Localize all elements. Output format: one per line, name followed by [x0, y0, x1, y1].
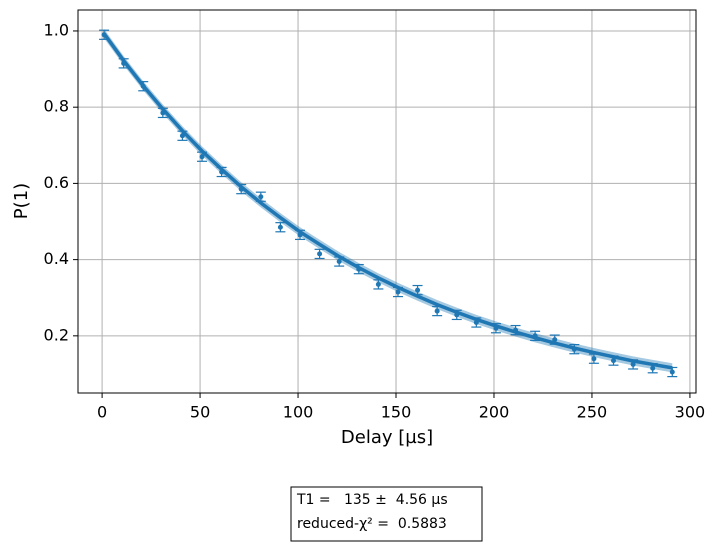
data-point — [454, 312, 460, 318]
data-point — [395, 289, 401, 295]
x-tick-label: 300 — [675, 403, 706, 422]
y-tick-label: 0.2 — [44, 325, 69, 344]
data-point — [630, 361, 636, 367]
data-point — [473, 319, 479, 325]
y-tick-label: 0.4 — [44, 249, 69, 268]
data-point — [258, 194, 264, 200]
data-point — [199, 154, 205, 160]
data-point — [415, 287, 421, 293]
data-point — [513, 327, 519, 333]
data-point — [552, 337, 558, 343]
fit-line — [102, 32, 673, 370]
data-point — [611, 358, 617, 364]
data-point — [179, 133, 185, 139]
x-tick-label: 200 — [479, 403, 510, 422]
data-point — [669, 369, 675, 375]
plot-frame — [77, 9, 697, 394]
annotation: T1 = 135 ± 4.56 µs — [296, 492, 448, 508]
data-point — [434, 308, 440, 314]
data-point — [121, 60, 127, 66]
data-point — [571, 346, 577, 352]
y-axis-label: P(1) — [11, 183, 32, 219]
data-point — [356, 266, 362, 272]
x-tick-label: 100 — [283, 403, 314, 422]
data-point — [650, 365, 656, 371]
y-tick-label: 1.0 — [44, 20, 69, 39]
annotation-box — [290, 486, 483, 542]
data-point — [375, 281, 381, 287]
annotation: reduced-χ² = 0.5883 — [297, 516, 447, 532]
data-point — [160, 110, 166, 116]
y-tick-label: 0.6 — [44, 173, 69, 192]
data-point — [591, 356, 597, 362]
data-point — [238, 186, 244, 192]
data-point — [317, 251, 323, 257]
data-point — [219, 169, 225, 175]
data-point — [493, 325, 499, 331]
data-point — [101, 32, 107, 38]
x-tick-label: 150 — [381, 403, 412, 422]
data-point — [336, 259, 342, 265]
data-point — [532, 333, 538, 339]
x-axis-label: Delay [µs] — [341, 427, 433, 448]
x-tick-label: 250 — [577, 403, 608, 422]
data-point — [297, 232, 303, 238]
x-tick-label: 0 — [97, 403, 107, 422]
y-tick-label: 0.8 — [44, 97, 69, 116]
data-point — [140, 83, 146, 89]
data-point — [277, 224, 283, 230]
x-tick-label: 50 — [190, 403, 210, 422]
